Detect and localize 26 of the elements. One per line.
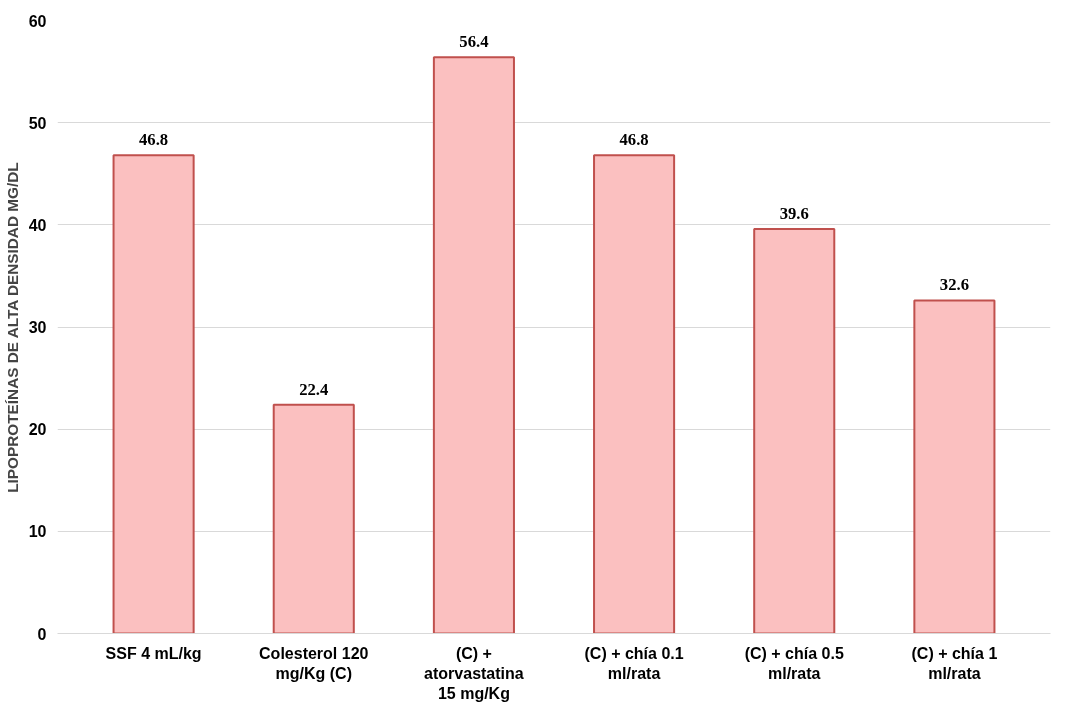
x-tick-label: (C) + chía 0.1 ml/rata <box>584 644 684 682</box>
y-tick-label: 50 <box>28 114 47 132</box>
x-tick-label: (C) + chía 0.5 ml/rata <box>744 644 844 682</box>
bar <box>272 403 355 634</box>
y-tick-label: 40 <box>28 216 47 234</box>
data-label: 46.8 <box>619 130 649 150</box>
y-tick-label: 20 <box>28 421 47 439</box>
y-tick-label: 60 <box>28 12 47 30</box>
data-label: 22.4 <box>299 379 329 399</box>
bar <box>913 299 996 634</box>
x-tick-label: SSF 4 mL/kg <box>105 644 202 662</box>
data-label: 39.6 <box>779 203 809 223</box>
y-tick-label: 30 <box>28 319 47 336</box>
data-label: 46.8 <box>139 130 169 150</box>
bar <box>753 227 836 634</box>
bar <box>432 56 515 634</box>
x-tick-label: (C) + atorvastatina 15 mg/Kg <box>424 644 524 703</box>
y-tick-label: 0 <box>37 625 47 643</box>
x-tick-label: Colesterol 120 mg/Kg (C) <box>259 644 369 682</box>
bar <box>112 154 195 634</box>
y-axis-title: LIPOPROTEÍNAS DE ALTA DENSIDAD MG/DL <box>3 162 21 493</box>
bar <box>593 154 676 634</box>
y-tick-label: 10 <box>28 523 47 541</box>
data-label: 32.6 <box>939 275 969 295</box>
x-tick-label: (C) + chía 1 ml/rata <box>911 644 998 682</box>
data-label: 56.4 <box>459 32 490 52</box>
